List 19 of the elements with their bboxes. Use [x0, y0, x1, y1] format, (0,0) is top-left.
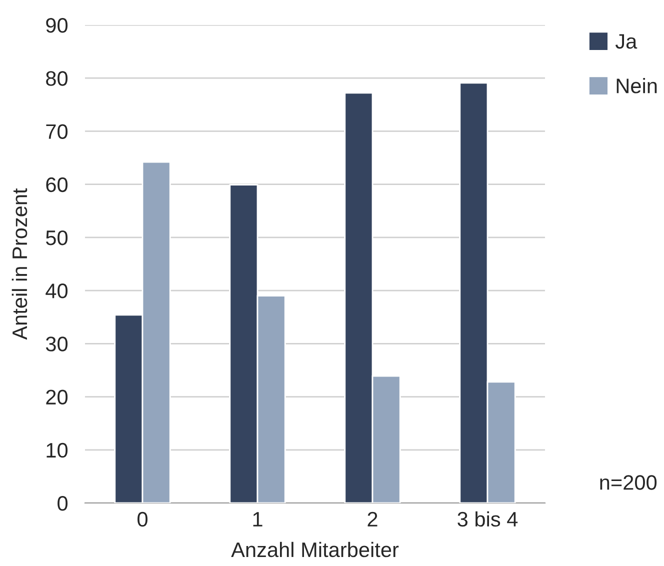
legend-label: Ja	[615, 34, 638, 49]
y-tick-label: 60	[46, 177, 68, 192]
y-tick-label: 90	[46, 18, 68, 33]
y-tick-label: 30	[46, 336, 68, 352]
legend-label: Nein	[616, 78, 657, 94]
y-tick-label: 50	[46, 230, 68, 246]
x-axis-title: Anzahl Mitarbeiter	[231, 542, 399, 558]
y-axis-title: Anteil in Prozent	[12, 188, 28, 340]
y-tick-label: 20	[46, 390, 68, 405]
x-tick-label: 0	[138, 512, 148, 527]
y-tick-label: 70	[46, 124, 68, 139]
y-tick-label: 80	[46, 71, 68, 86]
x-tick-label: 2	[368, 512, 378, 526]
y-tick-label: 40	[46, 284, 68, 298]
x-tick-label: 1	[253, 512, 262, 526]
x-tick-label: 3 bis 4	[458, 511, 518, 527]
y-tick-label: 10	[46, 442, 68, 458]
text: n=200	[600, 475, 657, 490]
y-tick-label: 0	[58, 496, 68, 511]
